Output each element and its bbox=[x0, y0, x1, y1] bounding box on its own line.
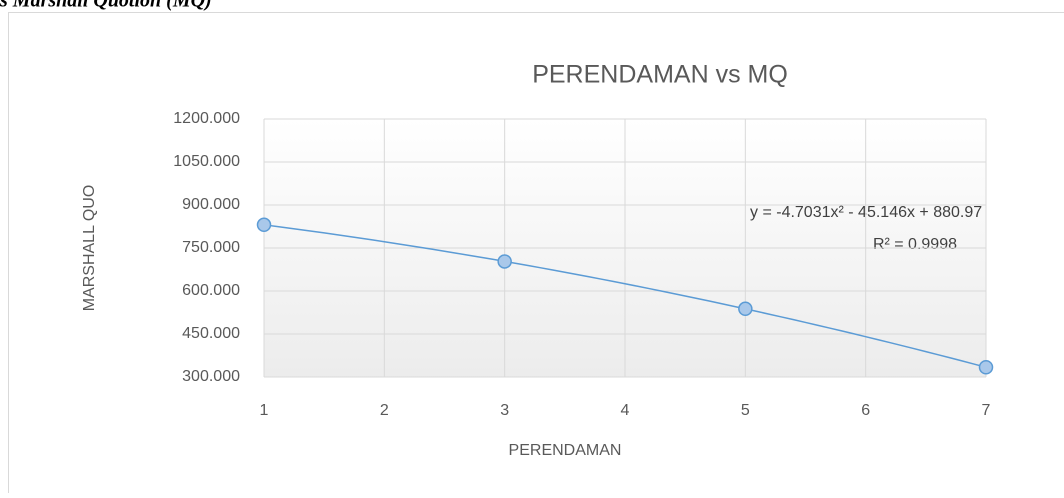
x-tick-label: 7 bbox=[982, 402, 991, 419]
chart-title: PERENDAMAN vs MQ bbox=[532, 61, 788, 89]
y-tick-label: 600.000 bbox=[182, 282, 240, 299]
x-tick-label: 4 bbox=[621, 402, 630, 419]
data-point bbox=[980, 361, 993, 374]
x-tick-label: 6 bbox=[861, 402, 870, 419]
x-tick-label: 3 bbox=[500, 402, 509, 419]
y-tick-label: 450.000 bbox=[182, 325, 240, 342]
x-tick-label: 1 bbox=[260, 402, 269, 419]
y-tick-label: 300.000 bbox=[182, 368, 240, 385]
caption: s Marshall Quotion (MQ) bbox=[0, 0, 212, 12]
x-axis-label: PERENDAMAN bbox=[509, 442, 622, 459]
data-point bbox=[739, 302, 752, 315]
y-tick-label: 1200.000 bbox=[173, 110, 240, 127]
data-point bbox=[498, 255, 511, 268]
trend-r2: R² = 0.9998 bbox=[873, 236, 957, 253]
x-tick-label: 2 bbox=[380, 402, 389, 419]
y-tick-label: 1050.000 bbox=[173, 153, 240, 170]
data-point bbox=[258, 218, 271, 231]
y-axis-label: MARSHALL QUO bbox=[81, 185, 98, 312]
y-tick-label: 750.000 bbox=[182, 239, 240, 256]
y-tick-label: 900.000 bbox=[182, 196, 240, 213]
x-tick-label: 5 bbox=[741, 402, 750, 419]
